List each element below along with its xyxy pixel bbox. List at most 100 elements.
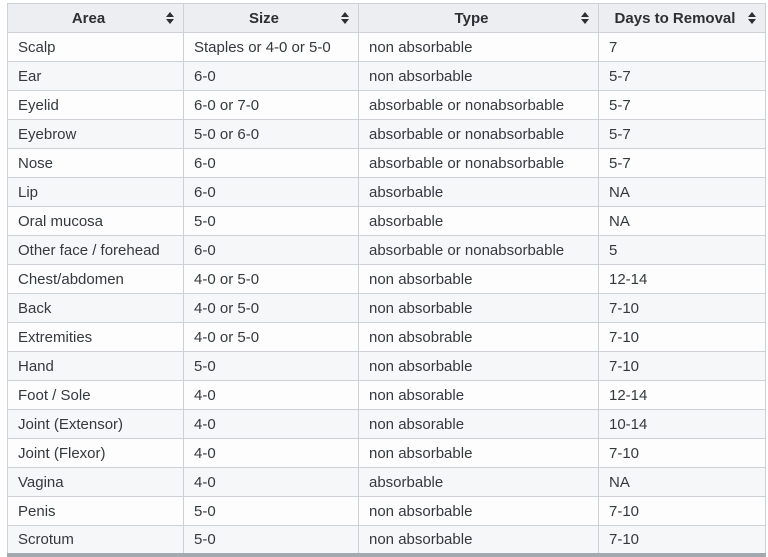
header-row: Area Size Type Days to Removal [7,3,766,33]
cell-size: 4-0 or 5-0 [183,264,359,294]
cell-area: Joint (Flexor) [7,438,184,468]
cell-days: NA [598,206,766,236]
cell-area: Back [7,293,184,323]
column-header-label: Days to Removal [614,9,736,27]
cell-area: Lip [7,177,184,207]
cell-size: Staples or 4-0 or 5-0 [183,32,359,62]
cell-days: 7-10 [598,322,766,352]
column-header-type[interactable]: Type [358,3,599,33]
cell-days: 7 [598,32,766,62]
cell-size: 5-0 [183,496,359,526]
table-row: Other face / forehead 6-0 absorbable or … [7,235,766,265]
column-header-label: Area [71,9,106,27]
cell-type: absorbable or nonabsorbable [358,235,599,265]
sort-arrows-icon[interactable] [166,12,174,24]
cell-type: non absorbable [358,293,599,323]
table-row: Joint (Extensor) 4-0 non absorable 10-14 [7,409,766,439]
cell-days: 12-14 [598,264,766,294]
cell-days: 5-7 [598,119,766,149]
cell-size: 6-0 [183,177,359,207]
cell-type: absorbable [358,467,599,497]
cell-size: 4-0 [183,380,359,410]
cell-size: 5-0 or 6-0 [183,119,359,149]
cell-size: 4-0 [183,409,359,439]
cell-area: Penis [7,496,184,526]
cell-type: absorbable [358,206,599,236]
cell-type: non absorbable [358,525,599,555]
sort-arrows-icon[interactable] [581,12,589,24]
table-row: Back 4-0 or 5-0 non absorbable 7-10 [7,293,766,323]
cell-type: absorbable or nonabsorbable [358,90,599,120]
sort-arrows-icon[interactable] [341,12,349,24]
cell-type: non absorbable [358,264,599,294]
cell-size: 6-0 [183,235,359,265]
cell-days: 10-14 [598,409,766,439]
column-header-days-to-removal[interactable]: Days to Removal [598,3,766,33]
cell-area: Ear [7,61,184,91]
cell-type: non absorbable [358,32,599,62]
table-row: Chest/abdomen 4-0 or 5-0 non absorbable … [7,264,766,294]
cell-area: Joint (Extensor) [7,409,184,439]
sort-arrows-icon[interactable] [748,12,756,24]
cell-days: 7-10 [598,496,766,526]
cell-type: absorbable [358,177,599,207]
cell-area: Foot / Sole [7,380,184,410]
cell-days: 5-7 [598,90,766,120]
cell-area: Eyebrow [7,119,184,149]
table-row: Eyelid 6-0 or 7-0 absorbable or nonabsor… [7,90,766,120]
cell-size: 4-0 [183,467,359,497]
cell-type: non absorable [358,409,599,439]
cell-type: non absorbable [358,438,599,468]
cell-area: Scalp [7,32,184,62]
table-row: Hand 5-0 non absorbable 7-10 [7,351,766,381]
sutures-table: Area Size Type Days to Removal Scalp [7,3,766,557]
cell-size: 4-0 or 5-0 [183,293,359,323]
column-header-label: Size [248,9,279,27]
cell-size: 6-0 [183,61,359,91]
cell-area: Scrotum [7,525,184,555]
table-row: Eyebrow 5-0 or 6-0 absorbable or nonabso… [7,119,766,149]
table-row: Nose 6-0 absorbable or nonabsorbable 5-7 [7,148,766,178]
table-row: Scalp Staples or 4-0 or 5-0 non absorbab… [7,32,766,62]
cell-type: non absorbable [358,351,599,381]
cell-days: NA [598,467,766,497]
table-row: Lip 6-0 absorbable NA [7,177,766,207]
table-row: Foot / Sole 4-0 non absorable 12-14 [7,380,766,410]
cell-area: Hand [7,351,184,381]
cell-size: 5-0 [183,351,359,381]
cell-type: non absorbable [358,61,599,91]
cell-size: 6-0 [183,148,359,178]
sutures-table-container: Area Size Type Days to Removal Scalp [7,3,766,557]
table-row: Ear 6-0 non absorbable 5-7 [7,61,766,91]
cell-days: 7-10 [598,525,766,555]
column-header-size[interactable]: Size [183,3,359,33]
table-row: Scrotum 5-0 non absorbable 7-10 [7,525,766,555]
cell-area: Eyelid [7,90,184,120]
cell-size: 6-0 or 7-0 [183,90,359,120]
cell-days: 7-10 [598,293,766,323]
cell-type: non absobrable [358,322,599,352]
cell-days: 7-10 [598,351,766,381]
table-body: Scalp Staples or 4-0 or 5-0 non absorbab… [7,32,766,555]
cell-days: 5-7 [598,148,766,178]
table-row: Vagina 4-0 absorbable NA [7,467,766,497]
cell-days: 7-10 [598,438,766,468]
cell-area: Other face / forehead [7,235,184,265]
cell-area: Extremities [7,322,184,352]
cell-type: non absorable [358,380,599,410]
column-header-label: Type [454,9,489,27]
table-row: Penis 5-0 non absorbable 7-10 [7,496,766,526]
cell-size: 5-0 [183,525,359,555]
cell-size: 5-0 [183,206,359,236]
table-row: Joint (Flexor) 4-0 non absorbable 7-10 [7,438,766,468]
cell-area: Vagina [7,467,184,497]
column-header-area[interactable]: Area [7,3,184,33]
cell-days: 5-7 [598,61,766,91]
table-row: Oral mucosa 5-0 absorbable NA [7,206,766,236]
cell-size: 4-0 or 5-0 [183,322,359,352]
cell-type: absorbable or nonabsorbable [358,148,599,178]
cell-type: non absorbable [358,496,599,526]
cell-area: Nose [7,148,184,178]
cell-days: NA [598,177,766,207]
cell-type: absorbable or nonabsorbable [358,119,599,149]
